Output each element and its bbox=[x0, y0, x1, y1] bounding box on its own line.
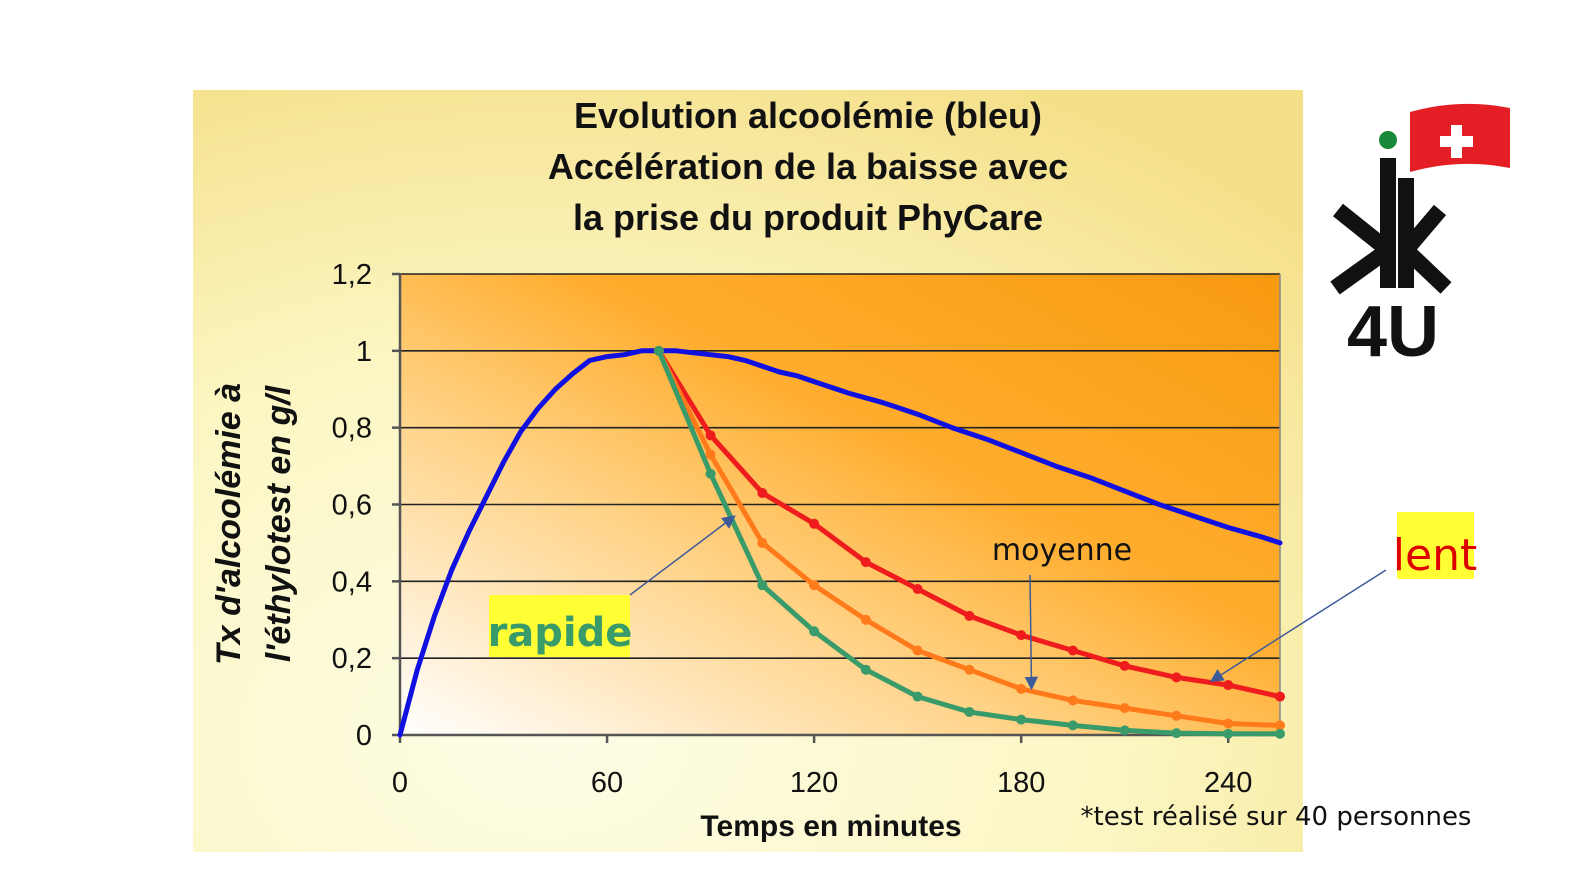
data-point bbox=[1275, 728, 1285, 739]
data-point bbox=[860, 557, 871, 568]
data-point bbox=[705, 449, 716, 460]
data-point bbox=[809, 518, 820, 529]
data-point bbox=[1171, 728, 1182, 739]
logo-glyph-icon bbox=[1330, 158, 1452, 295]
x-axis-title: Temps en minutes bbox=[700, 810, 961, 843]
data-point bbox=[757, 487, 768, 498]
data-point bbox=[757, 580, 768, 591]
data-point bbox=[1119, 703, 1130, 714]
y-tick-label: 0 bbox=[356, 720, 372, 752]
data-point bbox=[1275, 691, 1285, 702]
gridlines bbox=[400, 273, 1280, 659]
x-tick-label: 120 bbox=[790, 767, 838, 799]
annotation-highlight bbox=[489, 595, 630, 657]
tick-labels: 0 60 120 180 240 0 0,2 0,4 0,6 0,8 1 1,2 bbox=[332, 259, 1253, 799]
data-point bbox=[1067, 645, 1078, 656]
data-point bbox=[653, 345, 664, 356]
annotation-arrow bbox=[629, 515, 736, 596]
axes bbox=[392, 272, 1281, 743]
y-tick-label: 0,6 bbox=[332, 490, 372, 522]
y-axis-title: Tx d'alcoolémie à l'éthylotest en g/l bbox=[210, 383, 298, 665]
annotation-label: moyenne bbox=[992, 533, 1132, 568]
data-point bbox=[964, 706, 975, 717]
data-point bbox=[1223, 718, 1234, 729]
data-point bbox=[964, 610, 975, 621]
data-point bbox=[1275, 720, 1285, 731]
y-axis-title-line: l'éthylotest en g/l bbox=[260, 384, 298, 662]
data-point bbox=[912, 584, 923, 595]
y-tick-label: 0,8 bbox=[332, 413, 372, 445]
y-tick-label: 0,4 bbox=[332, 566, 372, 598]
annotation-arrow bbox=[1209, 569, 1387, 682]
x-tick-label: 180 bbox=[997, 767, 1045, 799]
data-point bbox=[912, 691, 923, 702]
data-point bbox=[1223, 728, 1234, 739]
y-axis-title-line: Tx d'alcoolémie à bbox=[210, 383, 248, 665]
data-point bbox=[1171, 710, 1182, 721]
logo-text: 4U bbox=[1347, 292, 1439, 372]
data-point bbox=[705, 468, 716, 479]
data-point bbox=[1016, 714, 1027, 725]
y-tick-label: 1,2 bbox=[332, 259, 372, 291]
y-tick-label: 1 bbox=[356, 336, 372, 368]
annotation-arrow bbox=[1024, 574, 1039, 691]
annotation-highlight bbox=[1397, 512, 1474, 579]
data-point bbox=[1067, 695, 1078, 706]
title-line: la prise du produit PhyCare bbox=[573, 197, 1043, 238]
series-layer bbox=[397, 345, 1285, 739]
data-point bbox=[912, 645, 923, 656]
data-point bbox=[860, 664, 871, 675]
title-line: Accélération de la baisse avec bbox=[548, 146, 1068, 187]
data-point bbox=[809, 626, 820, 637]
data-point bbox=[1171, 672, 1182, 683]
y-tick-label: 0,2 bbox=[332, 643, 372, 675]
annotation-label: lent bbox=[1393, 530, 1477, 581]
data-point bbox=[757, 537, 768, 548]
footnote: *test réalisé sur 40 personnes bbox=[1081, 802, 1472, 832]
data-point bbox=[1223, 680, 1234, 691]
series-line bbox=[397, 348, 1283, 738]
chart-title: Evolution alcoolémie (bleu) Accélération… bbox=[548, 95, 1068, 238]
data-point bbox=[1016, 630, 1027, 641]
data-point bbox=[809, 580, 820, 591]
brand-logo: 4U bbox=[1330, 103, 1510, 372]
title-line: Evolution alcoolémie (bleu) bbox=[574, 95, 1042, 136]
swiss-flag-icon bbox=[1410, 103, 1510, 172]
data-point bbox=[964, 664, 975, 675]
data-point bbox=[1119, 725, 1130, 736]
x-tick-label: 60 bbox=[591, 767, 623, 799]
annotations: rapide moyenne lent bbox=[488, 512, 1477, 691]
data-point bbox=[1119, 660, 1130, 671]
x-tick-label: 0 bbox=[392, 767, 408, 799]
data-point bbox=[1016, 683, 1027, 694]
logo-dot-icon bbox=[1379, 131, 1397, 149]
data-point bbox=[860, 614, 871, 625]
x-tick-label: 240 bbox=[1204, 767, 1252, 799]
data-point bbox=[705, 430, 716, 441]
data-point bbox=[1067, 720, 1078, 731]
annotation-label: rapide bbox=[488, 610, 633, 656]
